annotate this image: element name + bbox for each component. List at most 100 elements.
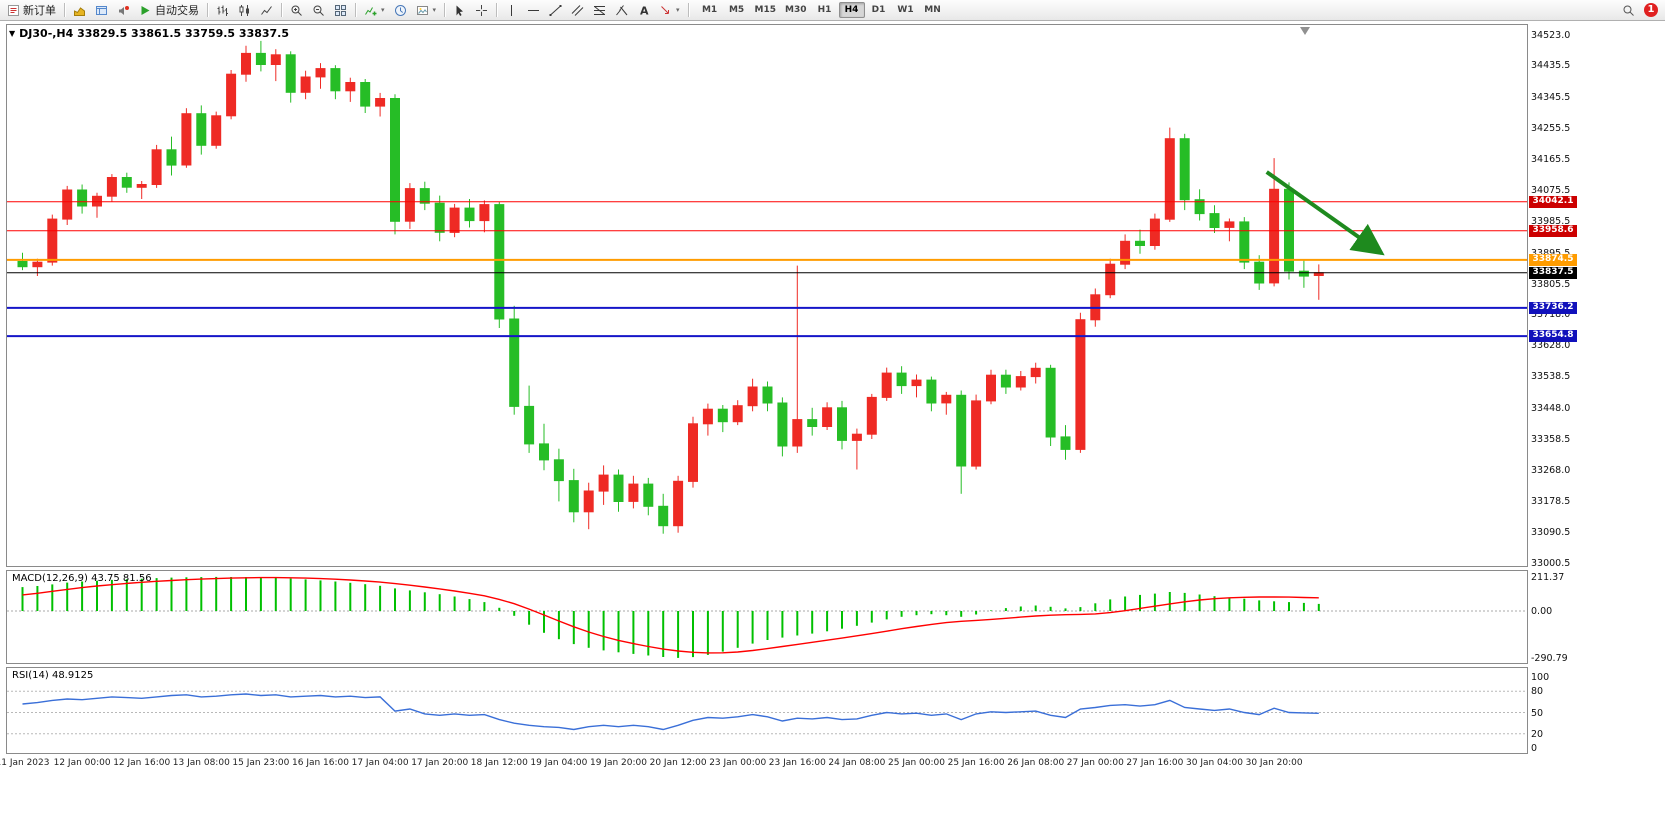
horizontal-line-button[interactable]: [523, 2, 544, 19]
price-tick-label: 33538.5: [1531, 371, 1571, 383]
zoom-in-icon: [290, 4, 303, 17]
add-indicator-icon: [364, 4, 377, 17]
candle-body: [1194, 199, 1205, 215]
line-chart-button[interactable]: [256, 2, 277, 19]
timeframe-button-H1[interactable]: H1: [817, 5, 832, 15]
candle-body: [986, 374, 996, 402]
price-tick-label: 33000.5: [1531, 558, 1571, 569]
candle-body: [270, 54, 281, 65]
candle-body: [419, 188, 430, 204]
channel-button[interactable]: [567, 2, 588, 19]
candle-body: [688, 423, 698, 482]
zoom-in-button[interactable]: [286, 2, 307, 19]
arrows-button[interactable]: ▾: [655, 2, 684, 19]
hline-price-label: 33874.5: [1529, 253, 1577, 266]
candle-body: [598, 474, 609, 492]
new-order-label: 新订单: [23, 4, 56, 17]
candle-body: [1224, 221, 1235, 228]
timeframe-button-M5[interactable]: M5: [728, 5, 745, 15]
price-tick-label: 33718.0: [1531, 309, 1571, 321]
zoom-out-button[interactable]: [308, 2, 329, 19]
tile-windows-button[interactable]: [330, 2, 351, 19]
time-axis-label: 26 Jan 08:00: [1007, 758, 1065, 768]
chevron-down-icon: ▾: [676, 6, 680, 14]
candle-body: [1298, 270, 1309, 277]
rsi-tick-label: 20: [1531, 728, 1544, 740]
candle-body: [1060, 436, 1071, 450]
indicators-button[interactable]: ▾: [360, 2, 389, 19]
candle-body: [300, 76, 311, 93]
price-tick-label: 33268.0: [1531, 465, 1571, 477]
cursor-button[interactable]: [449, 2, 470, 19]
time-axis-label: 30 Jan 04:00: [1186, 758, 1243, 768]
pitchfork-icon: [615, 4, 628, 17]
price-tick-label: 33895.5: [1531, 247, 1571, 259]
symbol-dropdown-icon[interactable]: ▼: [9, 29, 16, 38]
time-axis-label: 20 Jan 12:00: [649, 758, 707, 768]
notification-badge[interactable]: 1: [1644, 3, 1658, 17]
timeframe-button-D1[interactable]: D1: [871, 5, 886, 15]
candle-body: [1120, 240, 1131, 265]
timeframe-button-MN[interactable]: MN: [924, 5, 941, 15]
time-axis-label: 27 Jan 00:00: [1066, 758, 1124, 768]
candle-body: [628, 483, 639, 502]
time-axis-label: 30 Jan 20:00: [1245, 758, 1303, 768]
arrow-tool-icon: [659, 4, 672, 17]
navigator-icon: [95, 4, 108, 17]
line-chart-icon: [260, 4, 273, 17]
candle-body: [613, 474, 624, 503]
time-axis-label: 25 Jan 00:00: [888, 758, 945, 768]
macd-panel[interactable]: [6, 570, 1528, 664]
macd-tick-label: 211.37: [1531, 571, 1565, 583]
trend-arrow[interactable]: [1265, 170, 1385, 256]
rsi-tick-label: 50: [1531, 707, 1544, 719]
rsi-panel[interactable]: [6, 667, 1528, 754]
zoom-out-icon: [312, 4, 325, 17]
vertical-line-button[interactable]: [501, 2, 522, 19]
timeframe-button-M30[interactable]: M30: [785, 5, 807, 15]
hline-price-label: 33958.6: [1529, 224, 1577, 237]
candlestick-chart-button[interactable]: [234, 2, 255, 19]
timeframe-button-M15[interactable]: M15: [754, 5, 777, 15]
search-button[interactable]: [1618, 2, 1639, 19]
fibonacci-icon: [593, 4, 606, 17]
candle-body: [1149, 218, 1160, 247]
trendline-button[interactable]: [545, 2, 566, 19]
pitchfork-button[interactable]: [611, 2, 632, 19]
auto-trading-button[interactable]: 自动交易: [135, 2, 203, 19]
main-chart[interactable]: [6, 24, 1528, 567]
timeframe-button-W1[interactable]: W1: [897, 5, 914, 15]
time-axis-label: 18 Jan 12:00: [470, 758, 528, 768]
timeframe-button-H4[interactable]: H4: [838, 2, 865, 18]
new-order-button[interactable]: 新订单: [3, 2, 60, 19]
periods-button[interactable]: [390, 2, 411, 19]
separator: [355, 3, 356, 17]
alerts-button[interactable]: [113, 2, 134, 19]
navigator-button[interactable]: [91, 2, 112, 19]
candle-body: [762, 386, 773, 404]
candle-body: [732, 405, 743, 423]
crosshair-button[interactable]: [471, 2, 492, 19]
market-watch-button[interactable]: [69, 2, 90, 19]
channel-icon: [571, 4, 584, 17]
candle-body: [404, 188, 415, 222]
ohlc-bars-icon: [216, 4, 229, 17]
rsi-line: [22, 693, 1319, 731]
candle-body: [702, 408, 713, 425]
template-button[interactable]: ▾: [412, 2, 441, 19]
candle-body: [583, 490, 594, 513]
chevron-down-icon: ▾: [381, 6, 385, 14]
separator: [281, 3, 282, 17]
time-axis-label: 24 Jan 08:00: [828, 758, 886, 768]
candle-body: [1075, 319, 1086, 450]
candle-body: [92, 195, 102, 207]
rsi-tick-label: 80: [1531, 686, 1544, 698]
candle-body: [390, 98, 400, 222]
new-order-icon: [7, 4, 20, 17]
text-button[interactable]: A: [633, 2, 654, 19]
bar-chart-button[interactable]: [212, 2, 233, 19]
fibonacci-button[interactable]: [589, 2, 610, 19]
timeframe-button-M1[interactable]: M1: [701, 5, 718, 15]
chart-shift-marker[interactable]: [1300, 27, 1310, 35]
macd-tick-label: 0.00: [1531, 606, 1553, 617]
